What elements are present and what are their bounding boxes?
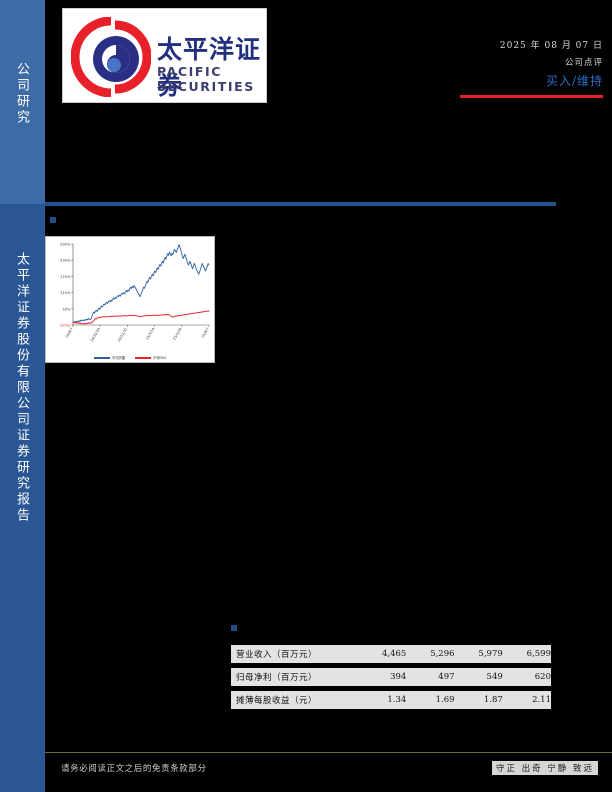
section-bullet-chart (50, 217, 56, 223)
sidebar-label-company-research: 公司研究 (14, 62, 29, 126)
svg-text:170%: 170% (60, 275, 71, 279)
table-cell: 2.11 (532, 695, 551, 705)
svg-text:24/10/19: 24/10/19 (90, 327, 101, 343)
table-cell: 5,296 (430, 649, 455, 659)
header-divider-bar (45, 202, 556, 206)
legend-label-0: 中光防雷 (111, 356, 126, 360)
report-type: 公司点评 (564, 58, 603, 68)
table-cell: 549 (486, 672, 503, 682)
svg-text:290%: 290% (60, 243, 71, 247)
footer-slogan: 守正 出奇 宁静 致远 (491, 761, 598, 775)
table-row: 归母净利（百万元） 394 497 549 620 (231, 668, 551, 686)
table-cell: 1.69 (435, 695, 455, 705)
left-sidebar: 公司研究 太平洋证券股份有限公司证券研究报告 (0, 0, 45, 792)
sidebar-bottom-band (0, 204, 45, 792)
table-cell: 1.87 (483, 695, 503, 705)
svg-text:110%: 110% (60, 291, 71, 295)
header-red-rule (460, 95, 603, 98)
legend-swatch-0 (93, 356, 110, 359)
chart-canvas: 290% 230% 170% 110% 50% (10%)24/8/7 24/10/19 24… (46, 237, 214, 362)
report-date: 2025 年 08 月 07 日 (499, 41, 603, 51)
row-label: 摊薄每股收益（元） (236, 696, 318, 706)
svg-text:24/12/31: 24/12/31 (117, 327, 128, 343)
svg-text:230%: 230% (60, 259, 71, 263)
svg-text:25/8/7: 25/8/7 (201, 327, 210, 339)
legend-item-1: 沪深300 (135, 355, 166, 360)
table-cell: 1.34 (387, 695, 407, 705)
rating-badge: 买入/维持 (545, 74, 603, 88)
sidebar-label-research-report: 太平洋证券股份有限公司证券研究报告 (14, 252, 29, 524)
row-label: 归母净利（百万元） (236, 673, 318, 683)
chart-legend: 中光防雷 沪深300 (46, 355, 214, 360)
table-cell: 497 (438, 672, 455, 682)
logo-chinese-name: 太平洋证券 (157, 35, 262, 100)
section-bullet-table (231, 625, 237, 631)
header-meta-block: 2025 年 08 月 07 日 公司点评 买入/维持 (343, 38, 603, 89)
footer-disclaimer: 请务必阅读正文之后的免责条款部分 (61, 764, 207, 774)
relative-performance-chart: 290% 230% 170% 110% 50% (10%) 24/8/7 24/10/19 24… (45, 236, 215, 363)
svg-text:24/8/7: 24/8/7 (65, 327, 74, 339)
table-cell: 5,979 (478, 649, 503, 659)
pacific-securities-logo: 太平洋证券 PACIFIC SECURITIES (62, 8, 267, 103)
report-page: 太平洋证券 PACIFIC SECURITIES 2025 年 08 月 07 … (45, 0, 612, 792)
legend-swatch-1 (135, 356, 152, 359)
table-cell: 620 (534, 672, 551, 682)
logo-mark-icon (71, 17, 151, 97)
table-cell: 394 (390, 672, 407, 682)
financial-summary-table: 营业收入（百万元） 4,465 5,296 5,979 6,599 归母净利（百… (231, 645, 551, 714)
svg-text:(10%): (10%) (60, 324, 71, 328)
footer-divider (45, 752, 612, 753)
table-cell: 4,465 (381, 649, 407, 659)
legend-label-1: 沪深300 (153, 356, 167, 360)
svg-text:25/3/14: 25/3/14 (145, 326, 156, 340)
table-row: 营业收入（百万元） 4,465 5,296 5,979 6,599 (231, 645, 551, 663)
table-row: 摊薄每股收益（元） 1.34 1.69 1.87 2.11 (231, 691, 551, 709)
row-label: 营业收入（百万元） (236, 650, 318, 660)
legend-item-0: 中光防雷 (93, 355, 126, 360)
table-cell: 6,599 (526, 649, 551, 659)
svg-text:25/5/26: 25/5/26 (172, 327, 182, 341)
logo-english-name: PACIFIC SECURITIES (157, 64, 255, 94)
sidebar-top-band (0, 0, 45, 204)
svg-text:50%: 50% (62, 307, 71, 311)
